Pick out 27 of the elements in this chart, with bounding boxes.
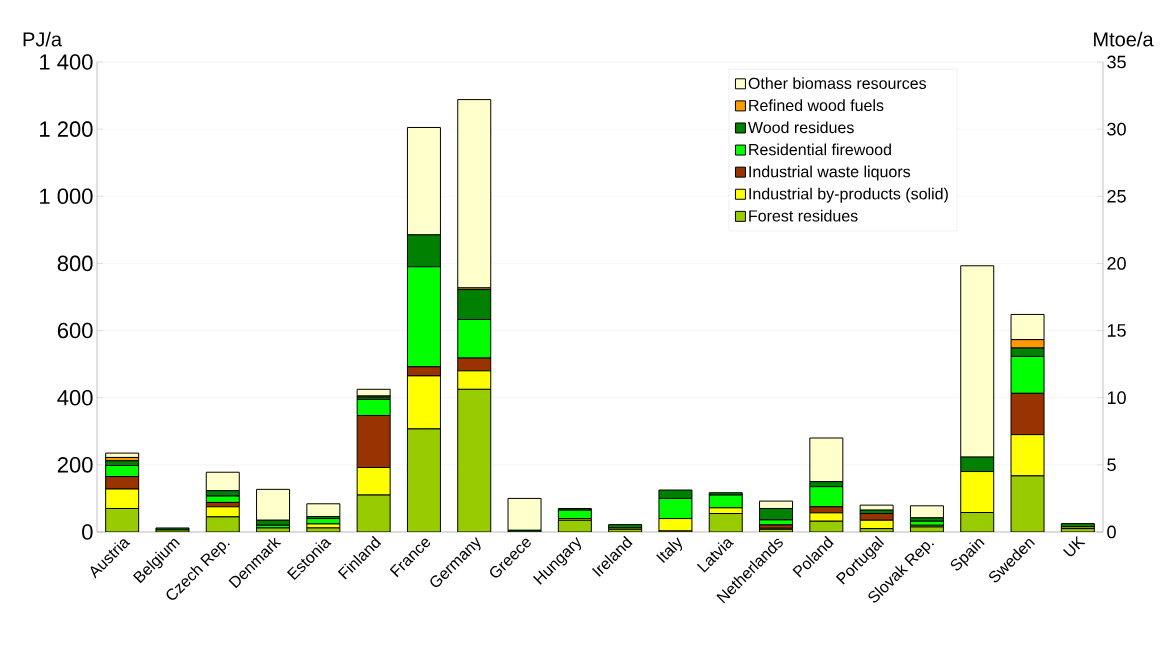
y2-tick-label: 10	[1107, 391, 1126, 405]
legend-label: Refined wood fuels	[749, 99, 884, 112]
x-tick-label: Italy	[656, 537, 683, 564]
y2-tick-label: 20	[1107, 257, 1126, 270]
y-tick-label: 1 200	[40, 121, 93, 137]
legend-label: Wood residues	[748, 121, 854, 134]
y2-tick-label: 30	[1107, 122, 1126, 136]
y2-tick-label: 5	[1107, 458, 1116, 472]
legend-label: Residential firewood	[749, 143, 891, 156]
y2-tick-label: 25	[1107, 189, 1126, 203]
y-tick-label: 1 400	[40, 54, 93, 70]
y-tick-label: 1 000	[40, 188, 93, 205]
legend-label: Industrial waste liquors	[749, 165, 911, 181]
y-tick-label: 800	[57, 255, 93, 272]
y-tick-label: 400	[57, 389, 93, 406]
y-axis-title: PJ/a	[23, 31, 63, 47]
legend-label: Industrial by-products (solid)	[749, 187, 948, 203]
y2-tick-label: 15	[1107, 324, 1126, 337]
x-tick-label: UK	[1063, 535, 1086, 557]
legend-label: Other biomass resources	[748, 77, 927, 89]
legend-label: Forest residues	[749, 209, 858, 222]
y-tick-label: 600	[57, 322, 93, 339]
y2-axis-title: Mtoe/a	[1094, 31, 1154, 47]
y2-tick-label: 35	[1107, 55, 1126, 69]
y2-tick-label: 0	[1107, 525, 1116, 539]
y-tick-label: 200	[57, 457, 93, 473]
y-tick-label: 0	[82, 524, 93, 540]
